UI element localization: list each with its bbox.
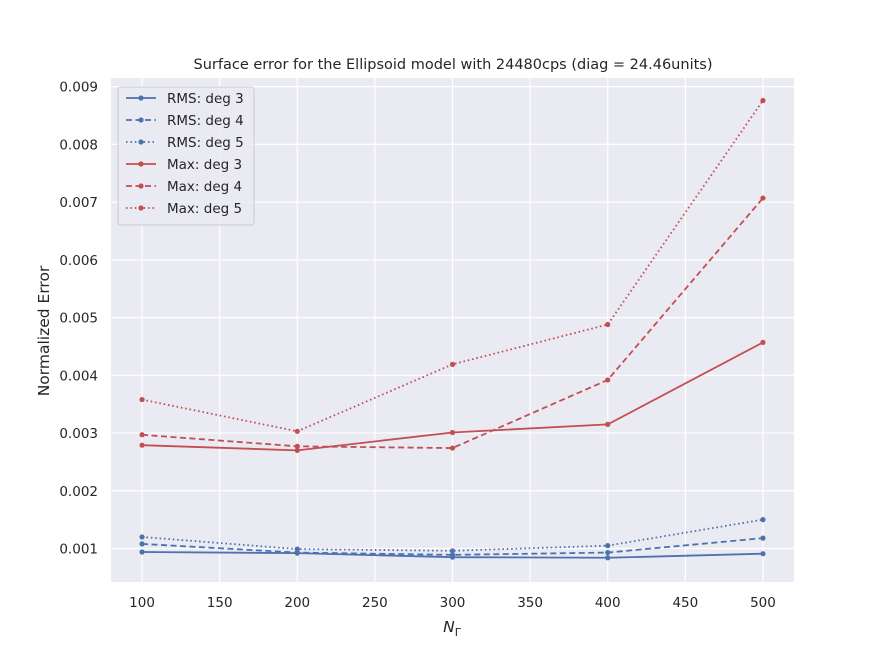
data-point (139, 432, 145, 438)
y-tick-label: 0.006 (59, 253, 98, 269)
legend-label: RMS: deg 5 (167, 135, 244, 151)
legend-item: Max: deg 5 (126, 201, 242, 217)
legend: RMS: deg 3 RMS: deg 4 RMS: deg 5 Max: deg 3… (117, 86, 255, 226)
data-point (449, 361, 456, 367)
data-point (294, 443, 300, 449)
legend-marker (138, 161, 144, 167)
data-point (605, 543, 611, 549)
data-point (760, 97, 766, 104)
x-tick-label: 300 (440, 595, 466, 611)
legend-box (117, 86, 255, 226)
series-3 (139, 517, 766, 554)
legend-marker (138, 95, 144, 101)
data-point (760, 195, 766, 201)
data-point (139, 534, 145, 540)
x-axis-label-main: N (443, 618, 455, 636)
legend-label: RMS: deg 4 (167, 113, 244, 129)
data-point (605, 555, 611, 561)
data-point (294, 428, 300, 434)
x-tick-label: 250 (362, 595, 388, 611)
legend-marker (138, 205, 144, 211)
data-point (449, 548, 456, 554)
x-tick-label: 450 (672, 595, 698, 611)
x-tick-label: 150 (207, 595, 233, 611)
y-tick-label: 0.001 (59, 542, 98, 558)
data-point (449, 552, 456, 558)
data-point (449, 429, 456, 436)
series-2 (139, 535, 766, 558)
y-tick-label: 0.005 (59, 311, 98, 327)
y-tick-label: 0.003 (59, 426, 98, 442)
data-point (294, 546, 300, 552)
legend-item: RMS: deg 3 (126, 91, 244, 107)
x-tick-label: 100 (129, 595, 155, 611)
legend-item: Max: deg 4 (126, 179, 242, 195)
data-point (139, 549, 145, 555)
legend-marker (138, 139, 144, 145)
legend-label: Max: deg 5 (167, 201, 242, 217)
x-tick-label: 400 (595, 595, 621, 611)
data-point (139, 442, 145, 448)
series-line (141, 537, 764, 556)
x-axis-label-subscript: Γ (455, 626, 462, 639)
data-point (605, 321, 611, 328)
y-axis-label: Normalized Error (35, 265, 53, 396)
x-tick-label: 500 (750, 595, 776, 611)
legend-item: Max: deg 3 (126, 157, 242, 173)
y-tick-label: 0.002 (59, 484, 98, 500)
data-point (760, 339, 766, 346)
x-tick-label: 350 (517, 595, 543, 611)
data-point (760, 535, 766, 541)
series-5 (139, 195, 766, 451)
legend-item: RMS: deg 5 (126, 135, 244, 151)
chart-title: Surface error for the Ellipsoid model wi… (194, 57, 713, 73)
legend-label: RMS: deg 3 (167, 91, 244, 107)
y-tick-label: 0.008 (59, 137, 98, 153)
series-line (141, 100, 764, 433)
series-6 (139, 97, 766, 434)
series-4 (139, 339, 766, 453)
legend-marker (138, 183, 144, 189)
legend-item: RMS: deg 4 (126, 113, 244, 129)
data-point (139, 396, 145, 403)
legend-label: Max: deg 4 (167, 179, 242, 195)
data-point (605, 421, 611, 427)
data-point (139, 541, 145, 547)
data-point (605, 549, 611, 556)
data-point (760, 517, 766, 523)
y-tick-label: 0.004 (59, 368, 98, 384)
y-tick-label: 0.007 (59, 195, 98, 211)
legend-marker (138, 117, 144, 123)
x-tick-label: 200 (284, 595, 310, 611)
x-axis-label: NΓ (443, 618, 462, 639)
data-point (449, 445, 456, 451)
data-point (294, 447, 300, 453)
y-tick-label: 0.009 (59, 80, 98, 96)
data-point (760, 551, 766, 557)
data-point (605, 377, 611, 383)
legend-label: Max: deg 3 (167, 157, 242, 173)
